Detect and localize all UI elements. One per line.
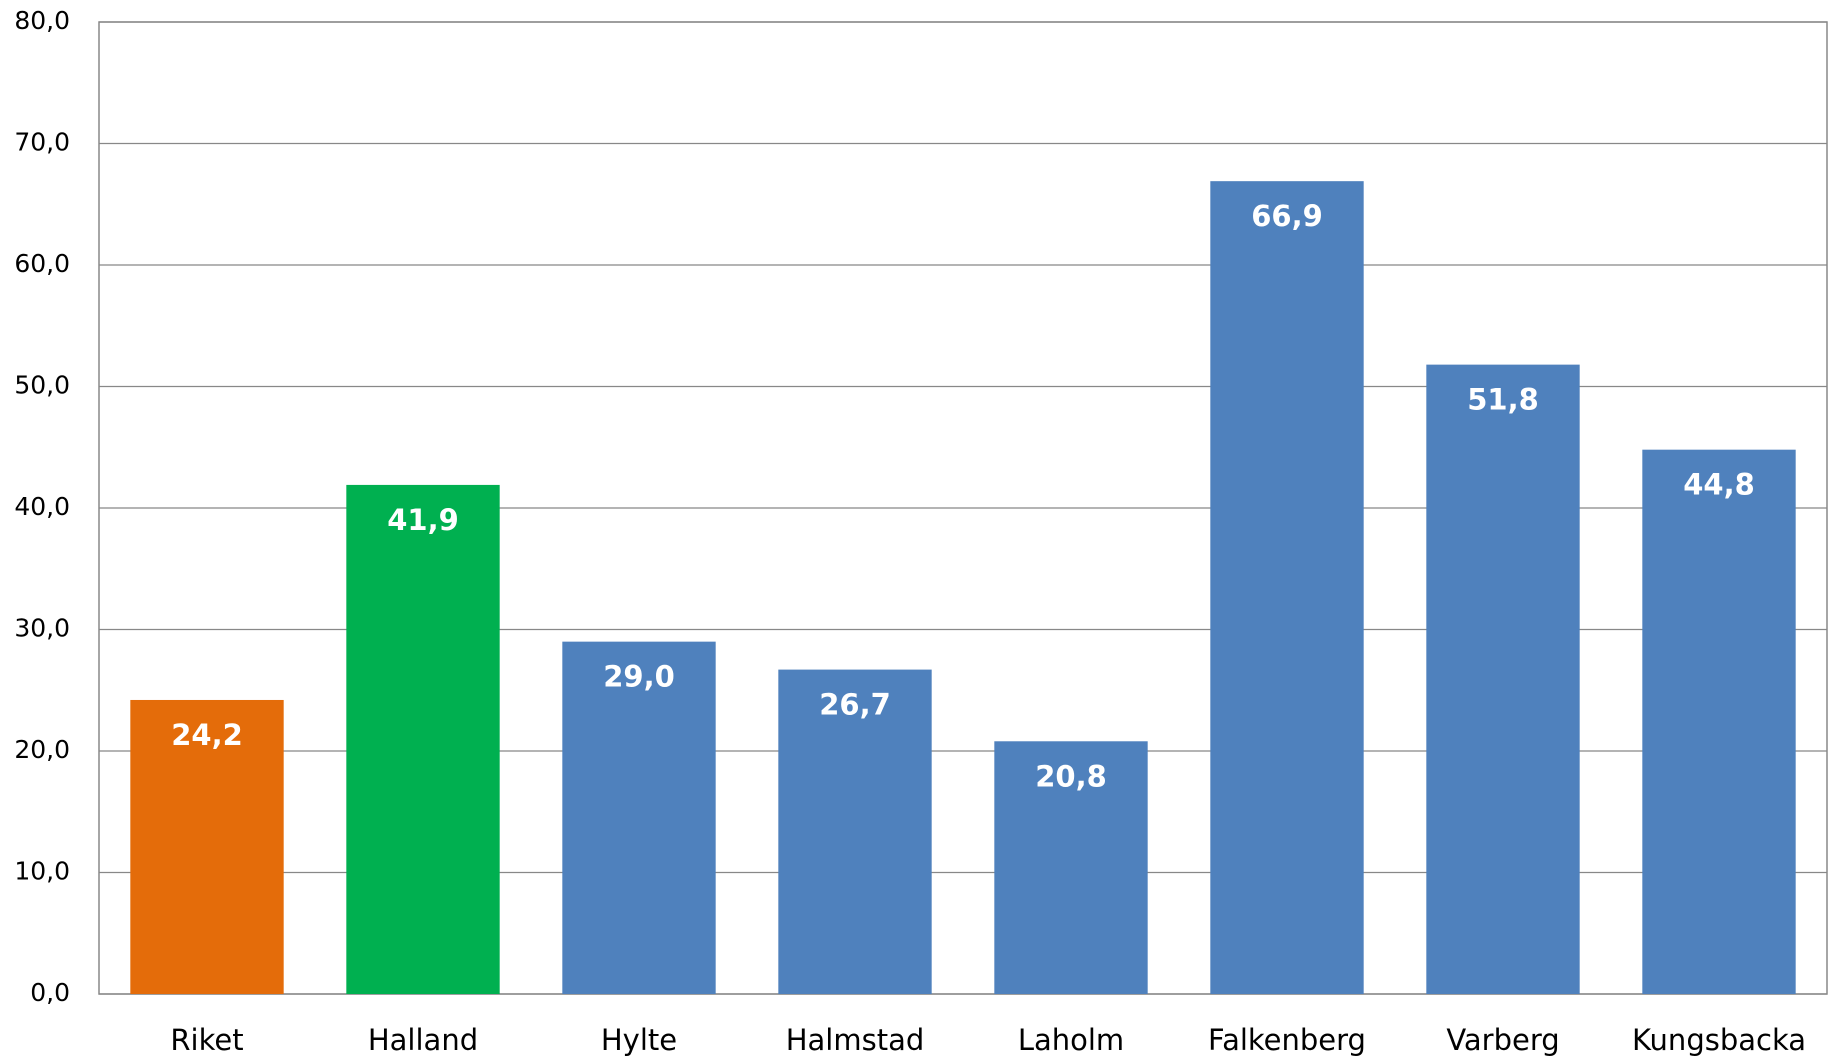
value-label: 24,2	[171, 718, 243, 752]
value-label: 20,8	[1035, 759, 1107, 793]
y-tick-label: 40,0	[14, 492, 70, 521]
bar	[1426, 364, 1580, 994]
bar	[1210, 181, 1364, 995]
x-tick-label: Varberg	[1446, 1023, 1559, 1057]
value-label: 26,7	[819, 688, 891, 722]
bar	[562, 641, 716, 994]
y-tick-label: 80,0	[14, 6, 70, 35]
bar	[346, 484, 500, 994]
value-label: 29,0	[603, 660, 675, 694]
value-label: 66,9	[1251, 199, 1323, 233]
y-tick-label: 20,0	[14, 735, 70, 764]
y-tick-label: 70,0	[14, 128, 70, 157]
x-tick-label: Hylte	[601, 1023, 677, 1057]
y-tick-label: 60,0	[14, 249, 70, 278]
x-tick-label: Falkenberg	[1208, 1023, 1366, 1057]
bar	[994, 741, 1148, 994]
value-label: 51,8	[1467, 383, 1539, 417]
x-tick-label: Riket	[170, 1023, 243, 1057]
bar	[1642, 449, 1796, 994]
y-tick-label: 10,0	[14, 857, 70, 886]
x-tick-label: Halland	[368, 1023, 478, 1057]
value-label: 41,9	[387, 503, 459, 537]
y-tick-label: 0,0	[30, 978, 70, 1007]
x-tick-label: Halmstad	[786, 1023, 925, 1057]
y-tick-label: 50,0	[14, 371, 70, 400]
bar	[778, 669, 932, 994]
y-tick-label: 30,0	[14, 614, 70, 643]
value-label: 44,8	[1683, 468, 1755, 502]
x-tick-label: Laholm	[1018, 1023, 1124, 1057]
bar	[130, 699, 284, 994]
x-tick-label: Kungsbacka	[1632, 1023, 1806, 1057]
